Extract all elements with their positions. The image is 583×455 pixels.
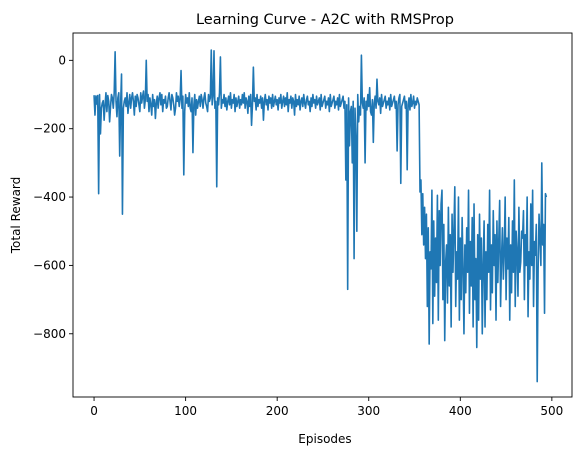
- plot-frame: [72, 32, 573, 398]
- series-line-0: [93, 49, 548, 383]
- y-tick-label: −800: [33, 327, 66, 341]
- y-tick-label: −400: [33, 190, 66, 204]
- y-axis: 0 −200 −400 −600 −800: [33, 53, 73, 341]
- chart-title: Learning Curve - A2C with RMSProp: [196, 12, 454, 28]
- x-tick-label: 400: [449, 404, 472, 418]
- x-tick-label: 300: [357, 404, 380, 418]
- plot-area: [93, 49, 548, 383]
- x-tick-label: 100: [174, 404, 197, 418]
- x-tick-label: 200: [266, 404, 289, 418]
- x-tick-label: 500: [540, 404, 563, 418]
- y-tick-label: −600: [33, 258, 66, 272]
- x-axis: 0 100 200 300 400 500: [90, 397, 563, 418]
- y-axis-label: Total Reward: [9, 177, 23, 255]
- x-axis-label: Episodes: [298, 432, 351, 446]
- y-tick-label: 0: [58, 53, 66, 67]
- x-tick-label: 0: [90, 404, 98, 418]
- y-tick-label: −200: [33, 122, 66, 136]
